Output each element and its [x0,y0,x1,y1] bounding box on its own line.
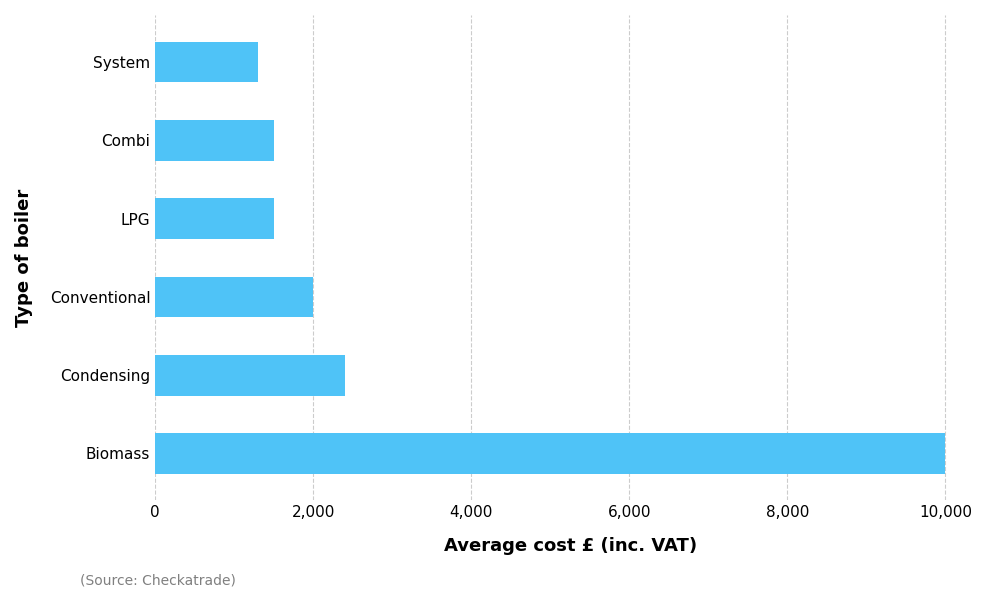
Text: (Source: Checkatrade): (Source: Checkatrade) [80,574,236,588]
Bar [155,41,258,82]
Y-axis label: Type of boiler: Type of boiler [15,188,33,327]
Bar [155,355,345,395]
Bar [155,120,274,161]
Bar [155,277,313,317]
Bar [155,433,945,474]
X-axis label: Average cost £ (inc. VAT): Average cost £ (inc. VAT) [444,537,697,555]
Bar [155,198,274,239]
